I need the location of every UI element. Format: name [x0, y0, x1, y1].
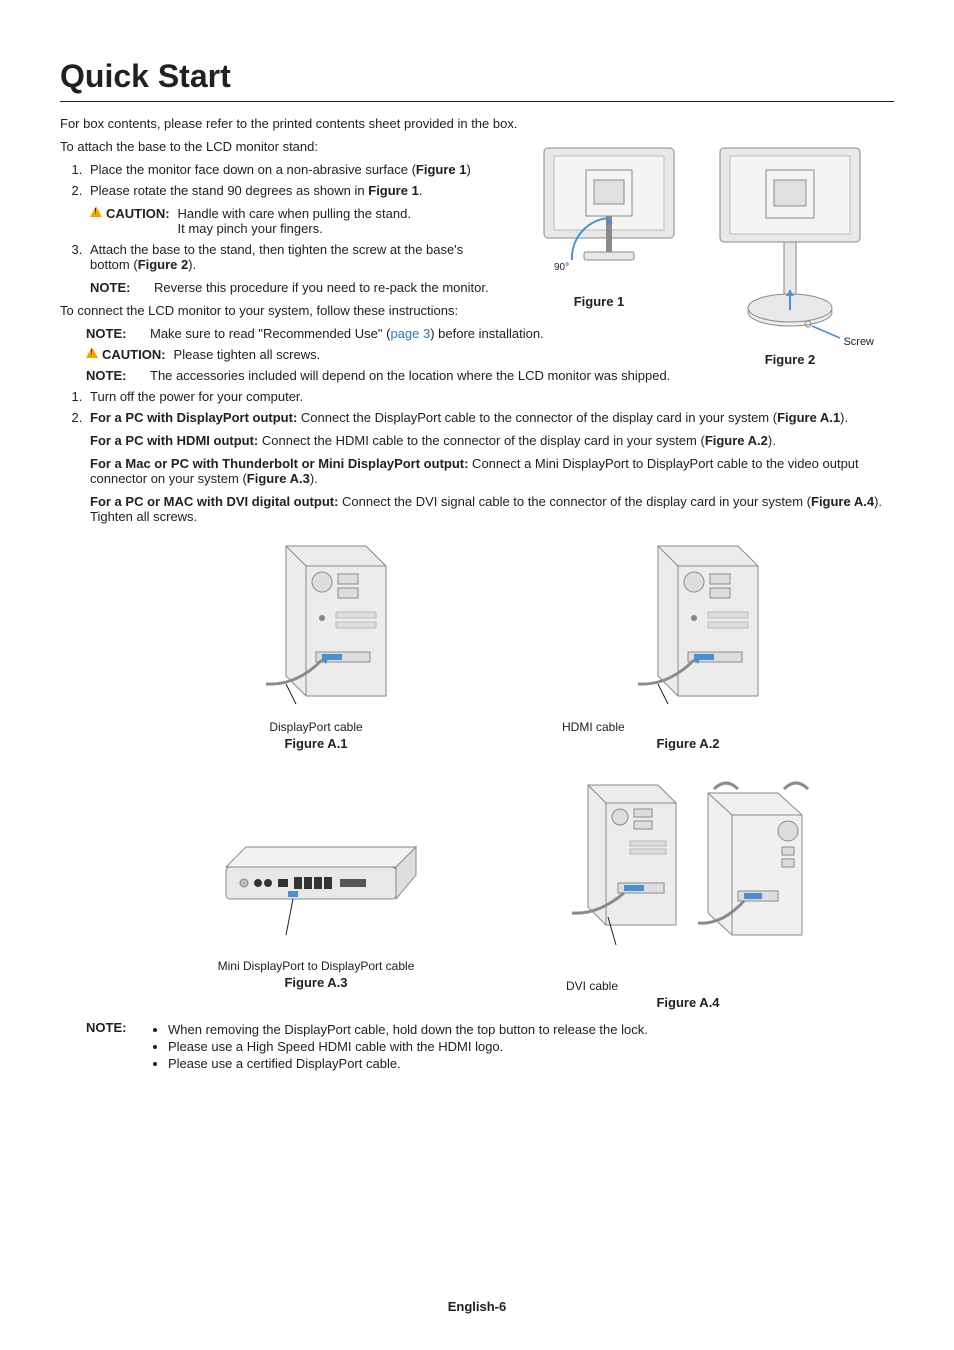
bottom-note-1: When removing the DisplayPort cable, hol…	[168, 1022, 648, 1037]
figure-1: 90° Figure 1	[514, 140, 684, 309]
figure-a3: Mini DisplayPort to DisplayPort cable Fi…	[150, 775, 482, 1010]
figure-2: Screw Figure 2	[700, 140, 880, 367]
steps-connect: Turn off the power for your computer. Fo…	[60, 389, 894, 524]
warning-icon	[86, 347, 98, 358]
steps-attach-base: Place the monitor face down on a non-abr…	[60, 162, 500, 295]
figure-a2: HDMI cable Figure A.2	[522, 536, 854, 751]
warning-icon	[90, 206, 102, 217]
figure-a1-label: DisplayPort cable	[150, 720, 482, 734]
intro-text-1: For box contents, please refer to the pr…	[60, 116, 894, 131]
figure-a4: DVI cable Figure A.4	[522, 775, 854, 1010]
bottom-note-3: Please use a certified DisplayPort cable…	[168, 1056, 648, 1071]
step-3: Attach the base to the stand, then tight…	[86, 242, 500, 295]
caution-text: Handle with care when pulling the stand.…	[178, 206, 411, 236]
figure-top-row: 90° Figure 1 Screw	[514, 140, 894, 367]
figure-a4-label: DVI cable	[566, 979, 854, 993]
step-b2: For a PC with DisplayPort output: Connec…	[86, 410, 894, 524]
page-3-link[interactable]: page 3	[390, 326, 430, 341]
step-2: Please rotate the stand 90 degrees as sh…	[86, 183, 500, 236]
step-b1: Turn off the power for your computer.	[86, 389, 894, 404]
note-text: Reverse this procedure if you need to re…	[154, 280, 489, 295]
bottom-note: NOTE: When removing the DisplayPort cabl…	[86, 1020, 894, 1073]
screw-label: Screw	[700, 336, 880, 348]
figure-a2-caption: Figure A.2	[522, 736, 854, 751]
figure-1-caption: Figure 1	[514, 294, 684, 309]
figure-a1: DisplayPort cable Figure A.1	[150, 536, 482, 751]
figure-a3-caption: Figure A.3	[150, 975, 482, 990]
figure-a4-caption: Figure A.4	[522, 995, 854, 1010]
bottom-note-2: Please use a High Speed HDMI cable with …	[168, 1039, 648, 1054]
figure-a1-caption: Figure A.1	[150, 736, 482, 751]
figure-a-grid: DisplayPort cable Figure A.1 HDMI cab	[150, 536, 854, 1010]
figure-a2-label: HDMI cable	[562, 720, 854, 734]
page-title: Quick Start	[60, 58, 894, 102]
note-accessories: NOTE: The accessories included will depe…	[86, 368, 894, 383]
angle-label: 90°	[554, 262, 569, 273]
figure-2-caption: Figure 2	[700, 352, 880, 367]
page-footer: English-6	[0, 1299, 954, 1314]
figure-a3-label: Mini DisplayPort to DisplayPort cable	[150, 959, 482, 973]
note-label: NOTE:	[90, 280, 154, 295]
caution-label: CAUTION:	[106, 206, 170, 221]
step-1: Place the monitor face down on a non-abr…	[86, 162, 500, 177]
